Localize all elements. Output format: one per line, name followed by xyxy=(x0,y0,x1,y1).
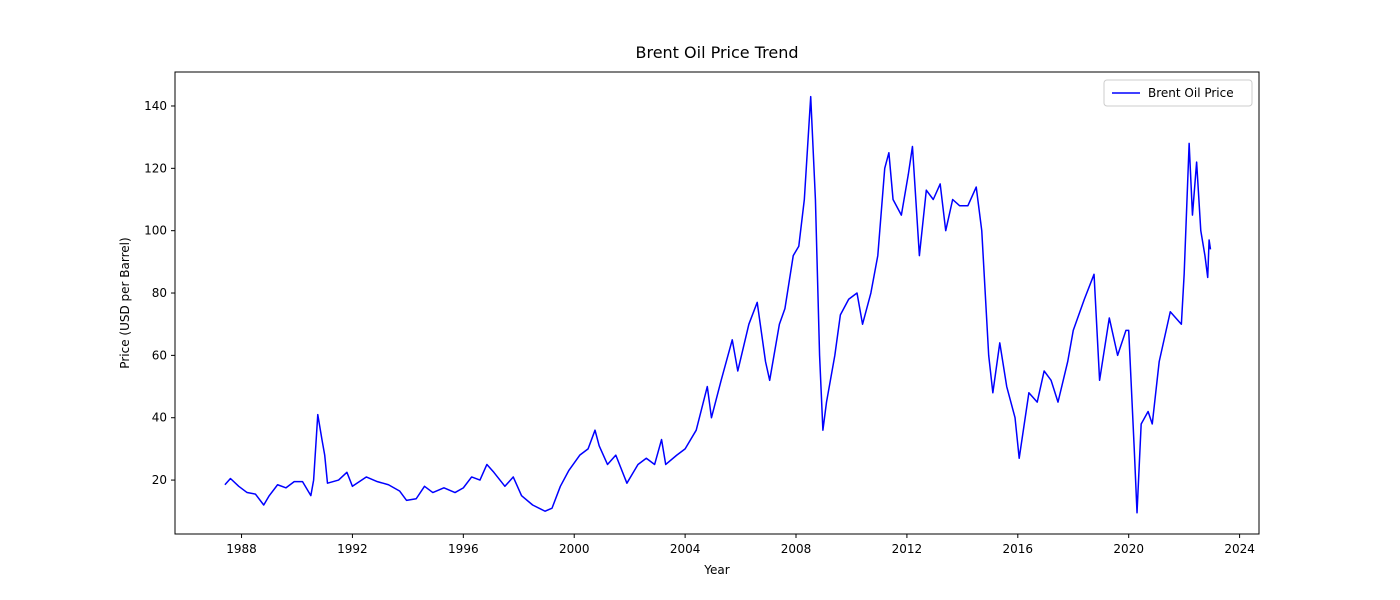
y-tick-label: 140 xyxy=(144,99,167,113)
x-tick-label: 2004 xyxy=(670,542,701,556)
x-tick-label: 2016 xyxy=(1003,542,1034,556)
x-tick-label: 1992 xyxy=(337,542,368,556)
x-tick-label: 2008 xyxy=(781,542,812,556)
x-tick-label: 1996 xyxy=(448,542,479,556)
y-tick-label: 120 xyxy=(144,161,167,175)
x-tick-label: 2012 xyxy=(892,542,923,556)
y-tick-label: 100 xyxy=(144,224,167,238)
x-tick-label: 2020 xyxy=(1113,542,1144,556)
y-tick-label: 40 xyxy=(152,411,167,425)
x-tick-label: 1988 xyxy=(226,542,257,556)
chart-title: Brent Oil Price Trend xyxy=(635,43,798,62)
price-line xyxy=(224,95,1212,514)
x-axis-label: Year xyxy=(703,563,729,577)
y-tick-label: 20 xyxy=(152,473,167,487)
y-tick-label: 60 xyxy=(152,348,167,362)
legend-label: Brent Oil Price xyxy=(1148,86,1234,100)
x-tick-label: 2000 xyxy=(559,542,590,556)
plot-frame xyxy=(174,71,1260,535)
y-axis-label: Price (USD per Barrel) xyxy=(118,237,132,368)
legend-box xyxy=(1103,79,1253,107)
y-tick-label: 80 xyxy=(152,286,167,300)
x-tick-label: 2024 xyxy=(1224,542,1255,556)
